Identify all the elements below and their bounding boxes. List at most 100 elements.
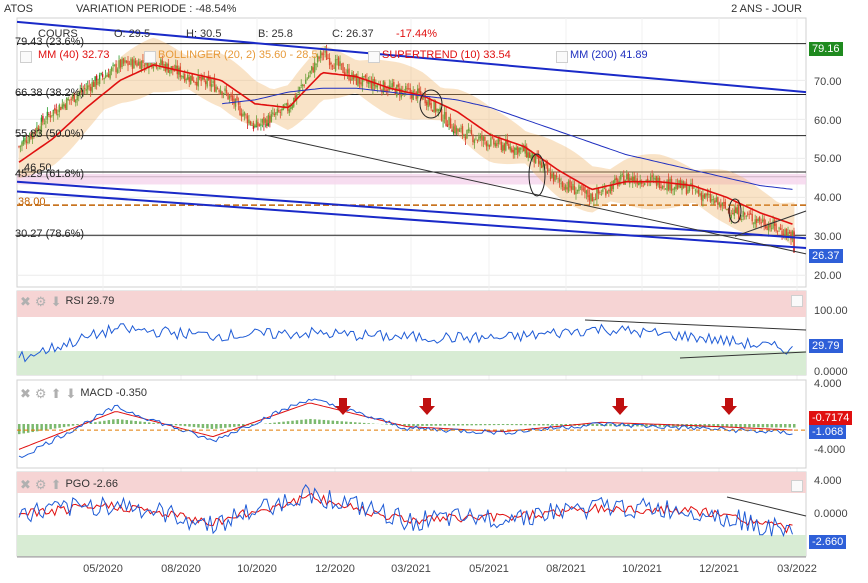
pgo-value-tag: -2.660 xyxy=(809,535,846,549)
macd-histogram-bar xyxy=(220,424,223,428)
macd-histogram-bar xyxy=(197,424,200,428)
fibo-618: 45.29 (61.8%) xyxy=(15,168,84,180)
macd-histogram-bar xyxy=(363,423,366,424)
pgo-tick-4: 4.000 xyxy=(814,475,842,487)
pgo-oversold-zone xyxy=(17,535,806,556)
close-icon[interactable]: ✖ xyxy=(20,479,31,490)
pgo-tick-0: 0.0000 xyxy=(814,508,848,520)
x-tick-6: 08/2021 xyxy=(546,563,586,575)
macd-histogram-bar xyxy=(493,424,496,425)
candle-body xyxy=(102,74,103,77)
rsi-maximize[interactable] xyxy=(791,295,803,307)
rsi-overbought-zone xyxy=(17,291,806,317)
macd-histogram-bar xyxy=(560,424,563,426)
macd-histogram-bar xyxy=(515,424,518,425)
macd-histogram-bar xyxy=(479,424,482,425)
macd-histogram-bar xyxy=(300,420,303,424)
macd-histogram-bar xyxy=(296,420,299,424)
macd-histogram-bar xyxy=(314,419,317,424)
macd-histogram-bar xyxy=(323,420,326,424)
fibo-786: 30.27 (78.6%) xyxy=(15,228,84,240)
macd-histogram-bar xyxy=(278,422,281,424)
macd-histogram-bar xyxy=(152,423,155,424)
macd-histogram-bar xyxy=(305,419,308,424)
macd-histogram-bar xyxy=(757,424,760,427)
legend-mm40[interactable]: MM (40) 32.73 xyxy=(38,49,110,61)
checkbox-mm200[interactable] xyxy=(556,51,568,63)
fibo-500: 55.83 (50.0%) xyxy=(15,128,84,140)
close-icon[interactable]: ✖ xyxy=(20,296,31,307)
macd-histogram-bar xyxy=(448,424,451,426)
macd-histogram-bar xyxy=(117,419,120,424)
macd-histogram-bar xyxy=(421,424,424,426)
macd-histogram-bar xyxy=(67,424,70,426)
macd-histogram-bar xyxy=(426,424,429,426)
macd-histogram-bar xyxy=(784,424,787,428)
macd-histogram-bar xyxy=(484,424,487,425)
x-tick-7: 10/2021 xyxy=(622,563,662,575)
x-tick-5: 05/2021 xyxy=(469,563,509,575)
macd-histogram-bar xyxy=(444,424,447,426)
gear-icon[interactable]: ⚙ xyxy=(35,388,47,399)
x-tick-0: 05/2020 xyxy=(83,563,123,575)
rsi-oversold-zone xyxy=(17,351,806,375)
macd-histogram-bar xyxy=(22,424,25,433)
macd-histogram-bar xyxy=(457,424,460,425)
x-tick-1: 08/2020 xyxy=(161,563,201,575)
macd-histogram-bar xyxy=(112,419,115,424)
macd-histogram-bar xyxy=(94,422,97,424)
variation-period: VARIATION PERIODE : -48.54% xyxy=(76,3,236,15)
pgo-maximize[interactable] xyxy=(791,480,803,492)
macd-histogram-bar xyxy=(739,424,742,427)
macd-histogram-bar xyxy=(538,424,541,425)
macd-histogram-bar xyxy=(54,424,57,429)
last-fibo-tag: 79.16 xyxy=(809,42,843,56)
macd-histogram-bar xyxy=(412,424,415,426)
legend-mm200[interactable]: MM (200) 41.89 xyxy=(570,49,648,61)
arrow-up-icon[interactable]: ⬆ xyxy=(51,388,62,399)
legend-supertrend[interactable]: SUPERTREND (10) 33.54 xyxy=(382,49,511,61)
macd-histogram-bar xyxy=(439,424,442,426)
macd-header: ✖ ⚙ ⬆ ⬇ MACD -0.350 xyxy=(20,387,147,399)
macd-histogram-bar xyxy=(506,424,509,425)
gear-icon[interactable]: ⚙ xyxy=(35,296,47,307)
macd-histogram-bar xyxy=(385,424,388,425)
macd-histogram-bar xyxy=(408,424,411,426)
macd-histogram-bar xyxy=(229,424,232,427)
x-tick-9: 03/2022 xyxy=(777,563,817,575)
macd-histogram-bar xyxy=(63,424,65,427)
macd-histogram-bar xyxy=(533,424,536,425)
macd-histogram-bar xyxy=(470,424,473,425)
checkbox-mm40[interactable] xyxy=(20,51,32,63)
arrow-down-icon[interactable]: ⬇ xyxy=(51,296,62,307)
macd-histogram-bar xyxy=(748,424,751,427)
macd-histogram-bar xyxy=(596,424,599,426)
checkbox-bollinger[interactable] xyxy=(144,51,156,63)
arrow-up-icon[interactable]: ⬆ xyxy=(51,479,62,490)
close-icon[interactable]: ✖ xyxy=(20,388,31,399)
macd-histogram-bar xyxy=(753,424,756,427)
macd-histogram-bar xyxy=(350,422,353,424)
macd-histogram-bar xyxy=(291,421,294,424)
macd-histogram-bar xyxy=(488,424,491,425)
macd-histogram-bar xyxy=(520,424,523,425)
macd-label: MACD -0.350 xyxy=(80,387,147,399)
macd-histogram-bar xyxy=(148,422,151,424)
pgo-label: PGO -2.66 xyxy=(65,478,118,490)
macd-tick-4: 4.000 xyxy=(814,378,842,390)
macd-histogram-bar xyxy=(233,424,236,427)
open-value: O: 29.5 xyxy=(114,28,150,40)
macd-histogram-bar xyxy=(18,424,21,434)
checkbox-supertrend[interactable] xyxy=(368,51,380,63)
period-selector[interactable]: 2 ANS - JOUR xyxy=(731,3,802,15)
gear-icon[interactable]: ⚙ xyxy=(35,479,47,490)
macd-histogram-bar xyxy=(551,424,554,426)
pgo-overbought-zone xyxy=(17,472,806,493)
macd-histogram-bar xyxy=(206,424,209,428)
macd-histogram-bar xyxy=(188,424,191,427)
macd-histogram-bar xyxy=(461,424,464,425)
macd-histogram-bar xyxy=(345,422,348,424)
legend-bollinger[interactable]: BOLLINGER (20, 2) 35.60 - 28.5 xyxy=(158,49,318,61)
close-value: C: 26.37 xyxy=(332,28,374,40)
arrow-down-icon[interactable]: ⬇ xyxy=(65,388,76,399)
